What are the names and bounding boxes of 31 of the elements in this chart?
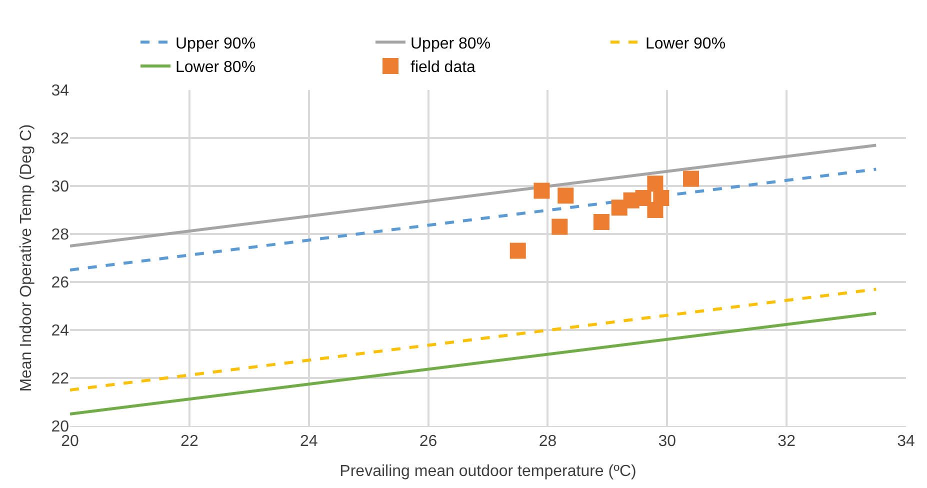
y-tick-label: 32 [51,130,70,148]
y-axis-title: Mean Indoor Operative Temp (Deg C) [18,124,36,392]
legend-label: field data [410,59,476,76]
point [558,188,574,204]
y-tick-label: 30 [51,178,70,196]
point [647,176,664,192]
x-tick-label: 22 [180,433,198,450]
point [635,190,652,206]
point [683,170,700,187]
legend-label: Lower 80% [176,59,256,76]
y-tick-label: 24 [51,322,70,340]
point [647,202,664,218]
legend-label: Lower 90% [646,35,726,52]
point [510,242,526,259]
y-tick-label: 20 [51,418,70,436]
legend-label: Upper 80% [410,35,491,52]
point [593,214,610,230]
legend-label: Upper 90% [176,35,256,52]
x-axis-title: Prevailing mean outdoor temperature (ºC) [340,462,636,480]
x-tick-label: 34 [897,433,915,450]
y-tick-label: 28 [51,226,70,244]
y-tick-label: 22 [51,370,70,388]
y-tick-label: 34 [51,82,70,100]
x-tick-label: 26 [419,433,438,450]
point [552,218,568,235]
x-tick-label: 30 [658,433,676,450]
point [534,182,550,199]
y-tick-label: 26 [51,274,70,292]
x-tick-label: 28 [538,433,557,450]
x-tick-label: 32 [778,433,796,450]
x-tick-label: 24 [300,433,318,450]
